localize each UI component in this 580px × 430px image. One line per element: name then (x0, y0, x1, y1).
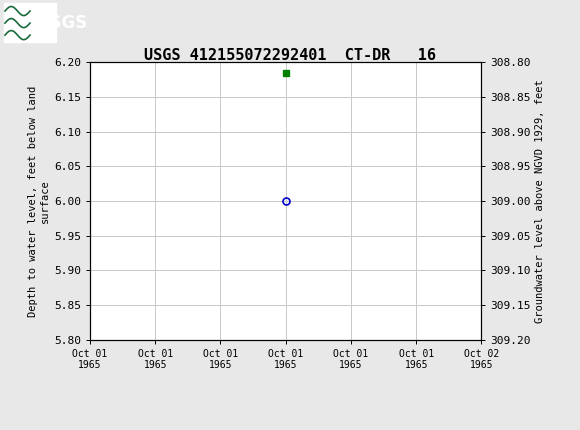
Text: USGS: USGS (37, 14, 88, 32)
Y-axis label: Depth to water level, feet below land
surface: Depth to water level, feet below land su… (28, 86, 50, 316)
Text: USGS 412155072292401  CT-DR   16: USGS 412155072292401 CT-DR 16 (144, 48, 436, 62)
Y-axis label: Groundwater level above NGVD 1929, feet: Groundwater level above NGVD 1929, feet (535, 79, 545, 323)
FancyBboxPatch shape (4, 3, 56, 42)
